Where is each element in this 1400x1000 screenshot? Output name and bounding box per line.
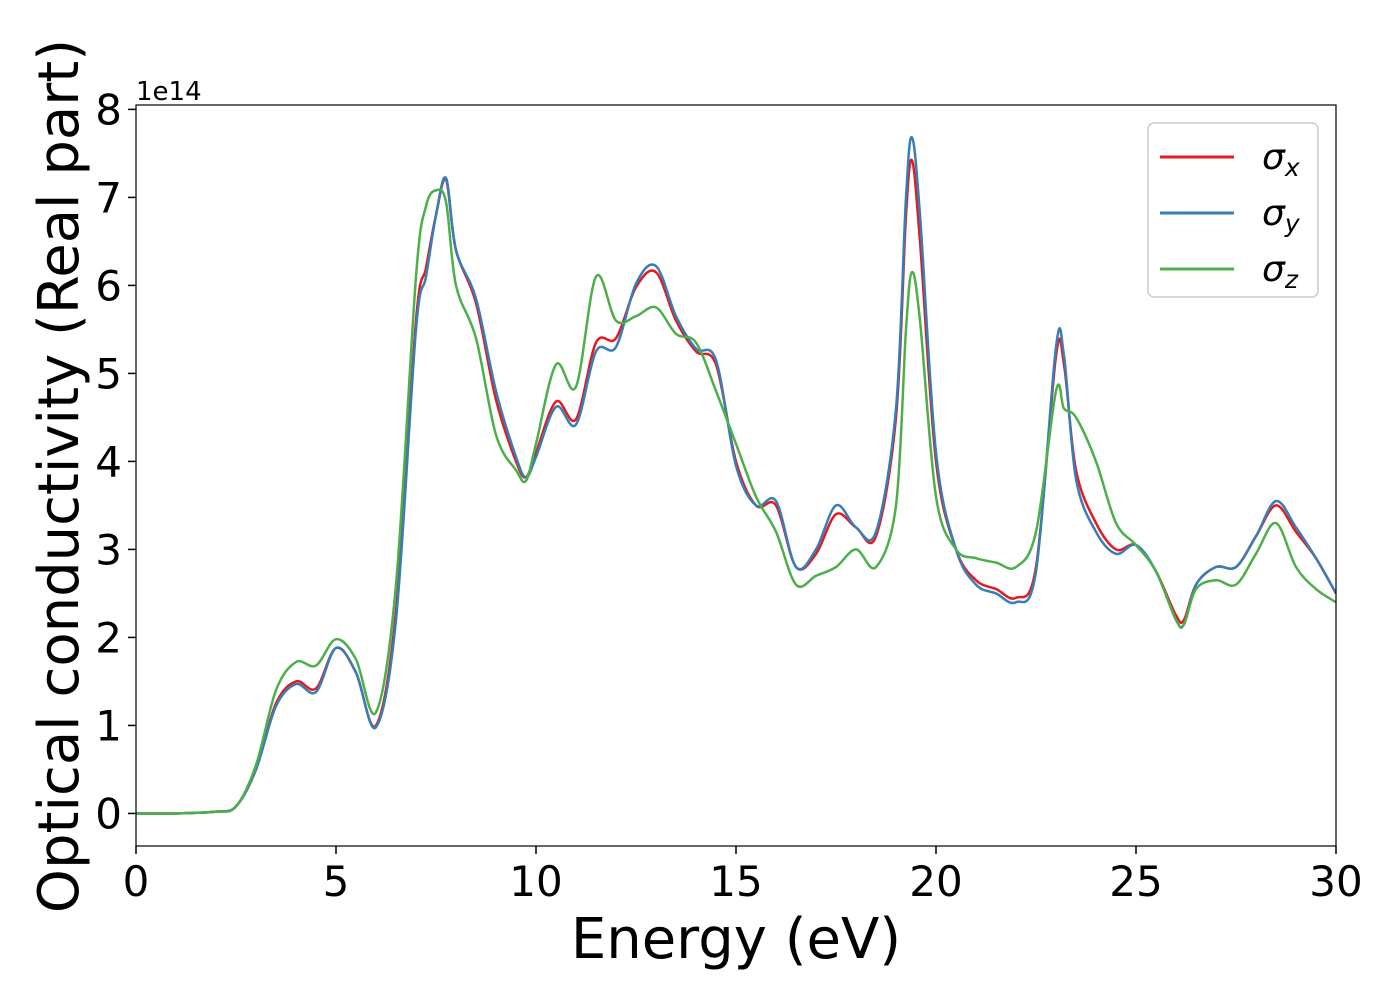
line-series (136, 188, 1336, 815)
x-tick-label: 15 (709, 857, 762, 906)
legend-label: σx (1262, 137, 1300, 182)
y-tick-label: 4 (95, 437, 122, 486)
x-tick-label: 0 (123, 857, 150, 906)
y-axis-label: Optical conductivity (Real part) (27, 39, 92, 913)
legend-box (1147, 122, 1319, 298)
x-tick-label: 30 (1309, 857, 1362, 906)
y-tick-label: 5 (95, 349, 122, 398)
x-tick-label: 5 (323, 857, 350, 906)
x-tick-label: 10 (509, 857, 562, 906)
legend-label: σz (1262, 249, 1299, 294)
legend-label: σy (1262, 193, 1301, 238)
plot-frame (135, 104, 1337, 847)
y-tick-label: 8 (95, 85, 122, 134)
y-tick-label: 2 (95, 613, 122, 662)
y-tick-label: 3 (95, 525, 122, 574)
x-tick-label: 25 (1109, 857, 1162, 906)
y-tick-label: 1 (95, 701, 122, 750)
y-tick-label: 0 (95, 789, 122, 838)
x-tick-label: 20 (909, 857, 962, 906)
y-offset-label: 1e14 (136, 77, 202, 107)
y-tick-label: 6 (95, 261, 122, 310)
plot-area (136, 136, 1336, 815)
y-tick-label: 7 (95, 173, 122, 222)
x-axis-label: Energy (eV) (571, 907, 901, 972)
line-series (136, 136, 1336, 815)
